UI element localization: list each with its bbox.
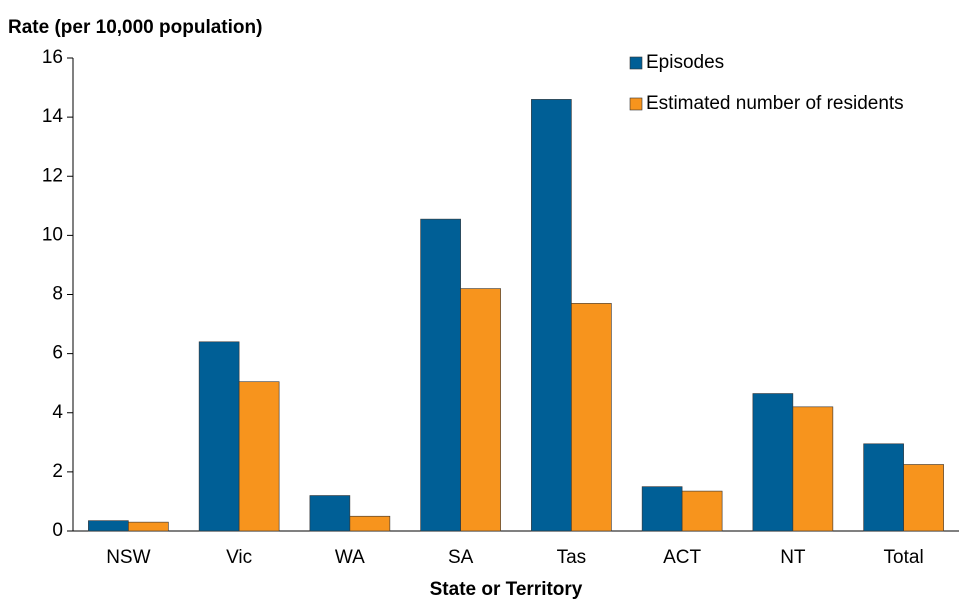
- x-tick-label: SA: [448, 547, 474, 568]
- legend-swatch: [629, 97, 643, 111]
- bar: [681, 490, 723, 532]
- y-tick-label: 6: [52, 343, 63, 364]
- y-tick-label: 0: [52, 520, 63, 541]
- bar: [752, 393, 794, 532]
- bar: [420, 218, 461, 532]
- bar: [128, 521, 169, 532]
- y-tick-label: 2: [52, 461, 63, 482]
- bar: [571, 303, 612, 532]
- bar: [238, 381, 280, 532]
- legend-label: Episodes: [646, 52, 724, 73]
- x-tick-label: Tas: [557, 547, 587, 568]
- x-tick-label: NSW: [106, 547, 150, 568]
- x-axis-title: State or Territory: [430, 579, 583, 599]
- bar: [349, 515, 391, 532]
- legend-swatch: [629, 56, 643, 70]
- bar: [903, 464, 944, 532]
- bar: [198, 341, 240, 532]
- y-tick-label: 4: [52, 402, 63, 423]
- bar: [460, 288, 501, 532]
- x-tick-label: WA: [335, 547, 365, 568]
- bar: [641, 486, 683, 532]
- x-tick-label: NT: [780, 547, 806, 568]
- legend-label: Estimated number of residents: [646, 93, 904, 114]
- y-tick-label: 12: [42, 165, 63, 186]
- bar: [88, 520, 129, 532]
- y-tick-label: 14: [42, 106, 64, 127]
- x-tick-label: Total: [884, 547, 924, 568]
- x-tick-label: Vic: [226, 547, 252, 568]
- y-tick-label: 8: [52, 284, 63, 305]
- y-tick-label: 10: [42, 224, 63, 245]
- bar: [792, 406, 834, 532]
- bar: [531, 99, 572, 532]
- x-tick-label: ACT: [663, 547, 701, 568]
- bar: [863, 443, 904, 532]
- y-axis-title: Rate (per 10,000 population): [8, 17, 262, 38]
- y-tick-label: 16: [42, 47, 63, 68]
- bar: [309, 495, 351, 532]
